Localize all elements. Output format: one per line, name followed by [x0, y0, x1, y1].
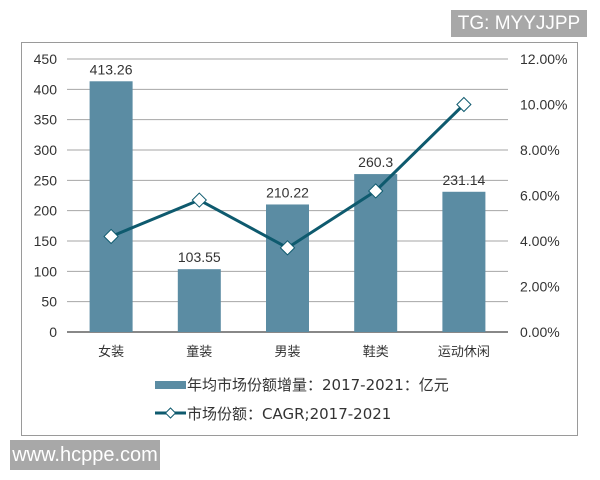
- left-tick-label: 300: [34, 142, 58, 158]
- legend-bar-swatch: [155, 381, 186, 389]
- left-tick-label: 450: [34, 51, 58, 67]
- bar: [442, 191, 486, 332]
- bar-value-label: 210.22: [266, 184, 309, 200]
- bar: [89, 81, 133, 332]
- left-tick-label: 250: [34, 172, 58, 188]
- category-label: 女装: [98, 344, 124, 360]
- legend-diamond-icon: [164, 407, 177, 419]
- left-tick-label: 200: [34, 203, 58, 219]
- right-tick-label: 10.00%: [520, 97, 567, 113]
- watermark-site: www.hcppe.com: [10, 440, 160, 470]
- right-tick-label: 2.00%: [520, 279, 560, 295]
- line-series: [103, 96, 472, 256]
- right-tick-label: 6.00%: [520, 188, 560, 204]
- bar-data-labels: 413.26 103.55 210.22 260.3 231.14: [90, 61, 486, 265]
- bar-value-label: 413.26: [90, 61, 133, 77]
- right-tick-label: 0.00%: [520, 324, 560, 340]
- bar-value-label: 103.55: [178, 249, 221, 265]
- left-tick-label: 100: [34, 263, 58, 279]
- diamond-marker-icon: [103, 228, 119, 245]
- left-tick-label: 50: [41, 294, 57, 310]
- legend: 年均市场份额增量：2017-2021：亿元 市场份额：CAGR;2017-202…: [155, 376, 449, 423]
- diamond-marker-icon: [279, 240, 296, 256]
- right-axis-ticks: 0.00% 2.00% 4.00% 6.00% 8.00% 10.00% 12.00%: [520, 51, 567, 340]
- bar-value-label: 231.14: [442, 172, 485, 188]
- diamond-marker-icon: [456, 96, 472, 113]
- watermark-tg: TG: MYYJJPP: [451, 10, 587, 37]
- bar: [266, 204, 309, 332]
- category-label: 男装: [274, 345, 300, 360]
- left-tick-label: 0: [49, 324, 57, 340]
- category-label: 鞋类: [363, 344, 389, 360]
- right-tick-label: 4.00%: [520, 233, 560, 249]
- left-axis-ticks: 0 50 100 150 200 250 300 350 400 450: [34, 51, 58, 340]
- diamond-marker-icon: [191, 192, 208, 208]
- left-tick-label: 400: [34, 81, 58, 97]
- right-tick-label: 12.00%: [520, 51, 567, 67]
- gridlines: [67, 58, 508, 333]
- bar-series: [89, 81, 486, 332]
- category-label: 运动休闲: [438, 345, 490, 360]
- legend-bar-label: 年均市场份额增量：2017-2021：亿元: [187, 376, 449, 394]
- legend-line-label: 市场份额：CAGR;2017-2021: [187, 405, 391, 423]
- category-label: 童装: [186, 344, 212, 360]
- diamond-marker-icon: [367, 183, 384, 199]
- left-tick-label: 350: [34, 112, 58, 128]
- right-tick-label: 8.00%: [520, 142, 560, 158]
- x-axis-categories: 女装 童装 男装 鞋类 运动休闲: [98, 344, 490, 360]
- bar-value-label: 260.3: [358, 154, 393, 170]
- left-tick-label: 150: [34, 233, 58, 249]
- bar: [177, 269, 221, 332]
